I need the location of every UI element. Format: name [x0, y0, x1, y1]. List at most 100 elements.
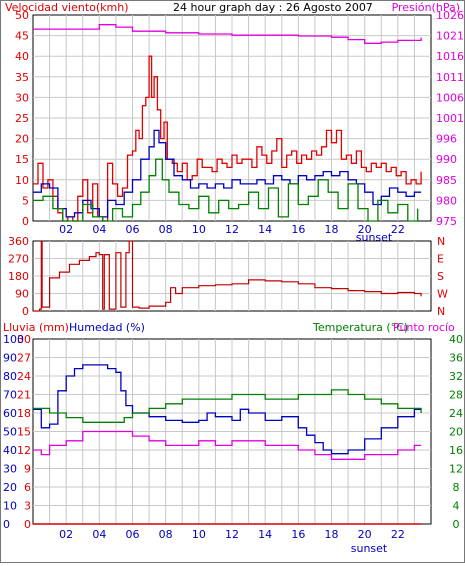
- pressure-tick-label: 1011: [436, 71, 464, 84]
- rain-tick-label: 21: [17, 389, 31, 402]
- temperature-tick-label: 40: [449, 333, 463, 346]
- pressure-tick-label: 1026: [436, 9, 464, 22]
- sunset-label-3: sunset: [351, 542, 388, 555]
- dewpoint-axis-title: Punto rocío: [393, 321, 455, 334]
- wind-tick-label: 40: [15, 50, 29, 63]
- wind-tick-label: 5: [22, 194, 29, 207]
- wind-tick-label: 15: [15, 153, 29, 166]
- hour-tick-label: 16: [291, 223, 305, 236]
- rain-axis-title: Lluvia (mm): [3, 321, 69, 334]
- pressure-line: [33, 24, 422, 44]
- hour-tick-label: 08: [159, 528, 173, 541]
- pressure-tick-label: 975: [436, 215, 457, 228]
- humidity-line: [33, 364, 422, 455]
- rain-tick-label: 12: [17, 444, 31, 457]
- wind-tick-label: 10: [15, 174, 29, 187]
- degree-tick-label: 180: [8, 270, 29, 283]
- temperature-tick-label: 0: [453, 518, 460, 531]
- humidity-axis-title: Humedad (%): [69, 321, 145, 334]
- degree-tick-label: 270: [8, 253, 29, 266]
- rain-tick-label: 27: [17, 352, 31, 365]
- hour-tick-label: 10: [192, 528, 206, 541]
- hour-tick-label: 18: [325, 223, 339, 236]
- rain-tick-label: 18: [17, 407, 31, 420]
- hour-tick-label: 14: [258, 223, 272, 236]
- rain-tick-label: 6: [24, 481, 31, 494]
- hour-tick-label: 14: [258, 528, 272, 541]
- hour-tick-labels-1: 02 04 06 08 10 12 14 16 18 20 22: [59, 223, 405, 236]
- hour-tick-label: 18: [325, 528, 339, 541]
- pressure-tick-label: 1016: [436, 50, 464, 63]
- humidity-tick-label: 90: [3, 352, 17, 365]
- humidity-tick-label: 50: [3, 426, 17, 439]
- series-3: [33, 364, 422, 525]
- wind-tick-label: 25: [15, 112, 29, 125]
- rain-tick-labels: 0 3 6 9 12 15 18 21 24 27 30: [17, 333, 31, 531]
- humidity-tick-label: 0: [3, 518, 10, 531]
- wind-tick-label: 35: [15, 71, 29, 84]
- pressure-tick-label: 990: [436, 153, 457, 166]
- hour-tick-label: 08: [159, 223, 173, 236]
- hour-tick-label: 20: [358, 223, 372, 236]
- compass-tick-label: N: [437, 305, 445, 318]
- wind-tick-labels: 0 5 10 15 20 25 30 35 40 45 50: [15, 9, 29, 228]
- compass-tick-label: E: [437, 253, 444, 266]
- dewpoint-line: [33, 430, 422, 460]
- hour-tick-label: 02: [59, 223, 73, 236]
- pressure-tick-label: 1001: [436, 112, 464, 125]
- humidity-tick-label: 60: [3, 407, 17, 420]
- pressure-tick-labels: 975 980 985 990 996 1001 1006 1011 1016 1021 1026: [436, 9, 464, 228]
- series-1: [33, 24, 422, 222]
- wind-average-line: [33, 129, 422, 218]
- temperature-tick-label: 12: [449, 463, 463, 476]
- compass-tick-label: W: [437, 288, 448, 301]
- rain-tick-label: 30: [17, 333, 31, 346]
- compass-tick-label: N: [437, 235, 445, 248]
- temperature-line: [33, 389, 422, 423]
- hour-tick-label: 06: [126, 223, 140, 236]
- hour-tick-label: 10: [192, 223, 206, 236]
- wind-tick-label: 0: [22, 215, 29, 228]
- hour-tick-label: 12: [225, 528, 239, 541]
- wind-speed-line: [33, 158, 419, 222]
- temperature-tick-label: 8: [453, 481, 460, 494]
- degree-tick-labels: 0 90 180 270 360: [8, 235, 29, 318]
- chart-title: 24 hour graph day : 26 Agosto 2007: [173, 1, 373, 14]
- compass-tick-label: S: [437, 270, 444, 283]
- temperature-tick-label: 4: [453, 500, 460, 513]
- degree-tick-label: 360: [8, 235, 29, 248]
- pressure-tick-label: 996: [436, 133, 457, 146]
- panel-humidity-temperature: Lluvia (mm) Humedad (%) Temperatura (°C)…: [3, 321, 463, 555]
- temperature-tick-label: 24: [449, 407, 463, 420]
- hour-tick-label: 22: [391, 223, 405, 236]
- humidity-tick-label: 40: [3, 444, 17, 457]
- pressure-axis-title: Presión(hPa): [392, 1, 460, 14]
- pressure-tick-label: 1021: [436, 30, 464, 43]
- temperature-tick-label: 36: [449, 352, 463, 365]
- degree-tick-label: 0: [22, 305, 29, 318]
- rain-tick-label: 0: [24, 518, 31, 531]
- rain-tick-label: 24: [17, 370, 31, 383]
- humidity-tick-labels: 0 10 20 30 40 50 60 70 80 90 100: [3, 333, 24, 531]
- degree-tick-label: 90: [15, 288, 29, 301]
- hour-tick-labels-3: 02 04 06 08 10 12 14 16 18 20 22: [59, 528, 405, 541]
- wind-tick-label: 50: [15, 9, 29, 22]
- humidity-tick-label: 80: [3, 370, 17, 383]
- rain-tick-label: 3: [24, 500, 31, 513]
- humidity-tick-label: 20: [3, 481, 17, 494]
- humidity-tick-label: 100: [3, 333, 24, 346]
- wind-tick-label: 20: [15, 133, 29, 146]
- humidity-tick-label: 30: [3, 463, 17, 476]
- hour-tick-label: 20: [358, 528, 372, 541]
- pressure-tick-label: 980: [436, 194, 457, 207]
- rain-tick-label: 15: [17, 426, 31, 439]
- pressure-tick-label: 985: [436, 174, 457, 187]
- hour-tick-label: 04: [92, 528, 106, 541]
- wind-tick-label: 30: [15, 91, 29, 104]
- panel-wind-pressure: Velocidad viento(kmh) 24 hour graph day …: [5, 1, 464, 244]
- hour-tick-label: 02: [59, 528, 73, 541]
- rain-tick-label: 9: [24, 463, 31, 476]
